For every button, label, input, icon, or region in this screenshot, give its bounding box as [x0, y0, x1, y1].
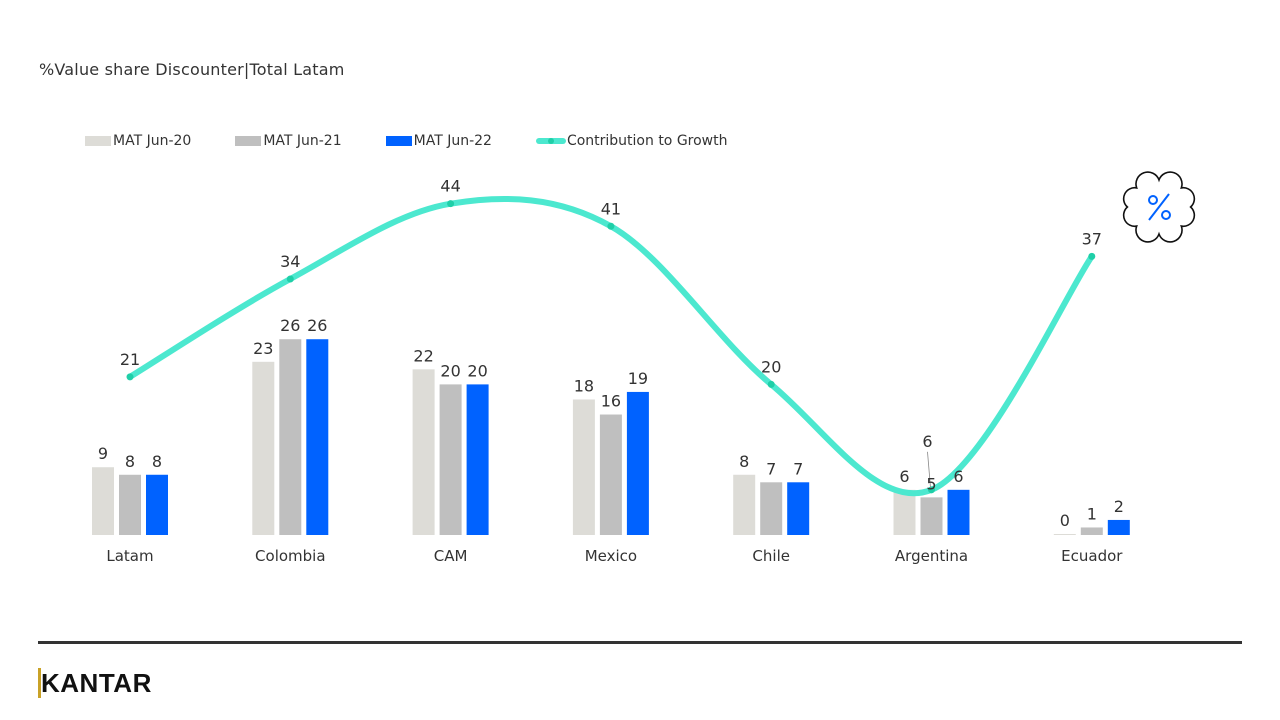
- category-label: Argentina: [895, 547, 968, 565]
- bar: [1107, 519, 1130, 535]
- line-point: [607, 222, 615, 230]
- bar-value-label: 20: [467, 361, 487, 380]
- legend-label: MAT Jun-22: [413, 133, 492, 149]
- category-label: Latam: [106, 547, 153, 565]
- bar: [1080, 527, 1103, 535]
- bar: [947, 489, 970, 535]
- bar: [920, 497, 943, 535]
- bar: [626, 391, 649, 535]
- legend-item-mat-jun-21: MAT Jun-21: [235, 133, 342, 149]
- line-point: [928, 486, 935, 494]
- bar-value-label: 0: [1060, 511, 1070, 530]
- bar: [439, 384, 462, 535]
- legend-item-contribution: Contribution to Growth: [535, 133, 728, 149]
- line-value-label: 6: [922, 432, 932, 451]
- bar-value-label: 19: [628, 369, 648, 388]
- bar-value-label: 22: [413, 346, 433, 365]
- line-point: [767, 380, 775, 388]
- bar-value-label: 8: [125, 452, 135, 471]
- line-point: [447, 200, 455, 208]
- bar-value-label: 26: [280, 316, 300, 335]
- category-label: Ecuador: [1061, 547, 1123, 565]
- bar: [92, 467, 114, 535]
- bar-value-label: 18: [574, 376, 594, 395]
- legend-swatch: [235, 136, 262, 146]
- legend-item-mat-jun-22: MAT Jun-22: [385, 133, 492, 149]
- legend-swatch: [85, 136, 111, 146]
- bar-value-label: 23: [253, 339, 273, 358]
- category-label: Chile: [752, 547, 790, 565]
- bar: [599, 414, 622, 535]
- bar: [893, 489, 916, 535]
- bar: [466, 384, 489, 535]
- bar: [572, 399, 595, 535]
- bar-value-label: 26: [307, 316, 327, 335]
- category-label: CAM: [434, 547, 468, 565]
- bar: [760, 482, 783, 535]
- legend-label: Contribution to Growth: [566, 133, 728, 149]
- line-value-label: 37: [1082, 229, 1102, 248]
- bar: [412, 369, 435, 535]
- line-value-label: 20: [761, 357, 781, 376]
- legend-item-mat-jun-20: MAT Jun-20: [85, 133, 191, 149]
- bar-value-label: 2: [1114, 497, 1124, 516]
- bar: [733, 474, 756, 535]
- kantar-logo: KANTAR: [38, 668, 152, 699]
- bar: [306, 339, 329, 535]
- leader-line: [927, 451, 931, 488]
- bar-value-label: 6: [899, 467, 909, 486]
- line-value-label: 41: [601, 199, 621, 218]
- bar-value-label: 5: [926, 474, 936, 493]
- bar: [146, 474, 168, 535]
- bar-value-label: 8: [152, 452, 162, 471]
- legend-line-swatch: [535, 138, 566, 144]
- bar-value-label: 8: [739, 452, 749, 471]
- legend-label: MAT Jun-21: [263, 133, 342, 149]
- footer-divider: [38, 641, 1242, 644]
- legend-swatch: [385, 136, 412, 146]
- line-value-label: 34: [280, 252, 300, 271]
- bar-value-label: 7: [793, 459, 803, 478]
- bar: [119, 474, 141, 535]
- bar-value-label: 6: [953, 467, 963, 486]
- bar-value-label: 16: [601, 392, 621, 411]
- line-point: [1088, 252, 1096, 260]
- bar-value-label: 9: [98, 444, 108, 463]
- bar-value-label: 7: [766, 459, 776, 478]
- bar-value-label: 1: [1087, 504, 1097, 523]
- bar: [1053, 534, 1076, 535]
- line-value-label: 21: [120, 350, 140, 369]
- chart-title: %Value share Discounter|Total Latam: [39, 60, 345, 79]
- bar: [252, 361, 275, 535]
- legend: MAT Jun-20 MAT Jun-21 MAT Jun-22 Contrib…: [85, 133, 772, 149]
- category-label: Mexico: [585, 547, 637, 565]
- line-point: [286, 275, 294, 283]
- bar: [787, 482, 810, 535]
- legend-label: MAT Jun-20: [113, 133, 192, 149]
- bar: [279, 339, 302, 535]
- percent-cloud-icon: [1122, 171, 1196, 243]
- bar-value-label: 20: [440, 361, 460, 380]
- category-label: Colombia: [255, 547, 326, 565]
- line-value-label: 44: [440, 177, 460, 196]
- line-point: [126, 373, 134, 381]
